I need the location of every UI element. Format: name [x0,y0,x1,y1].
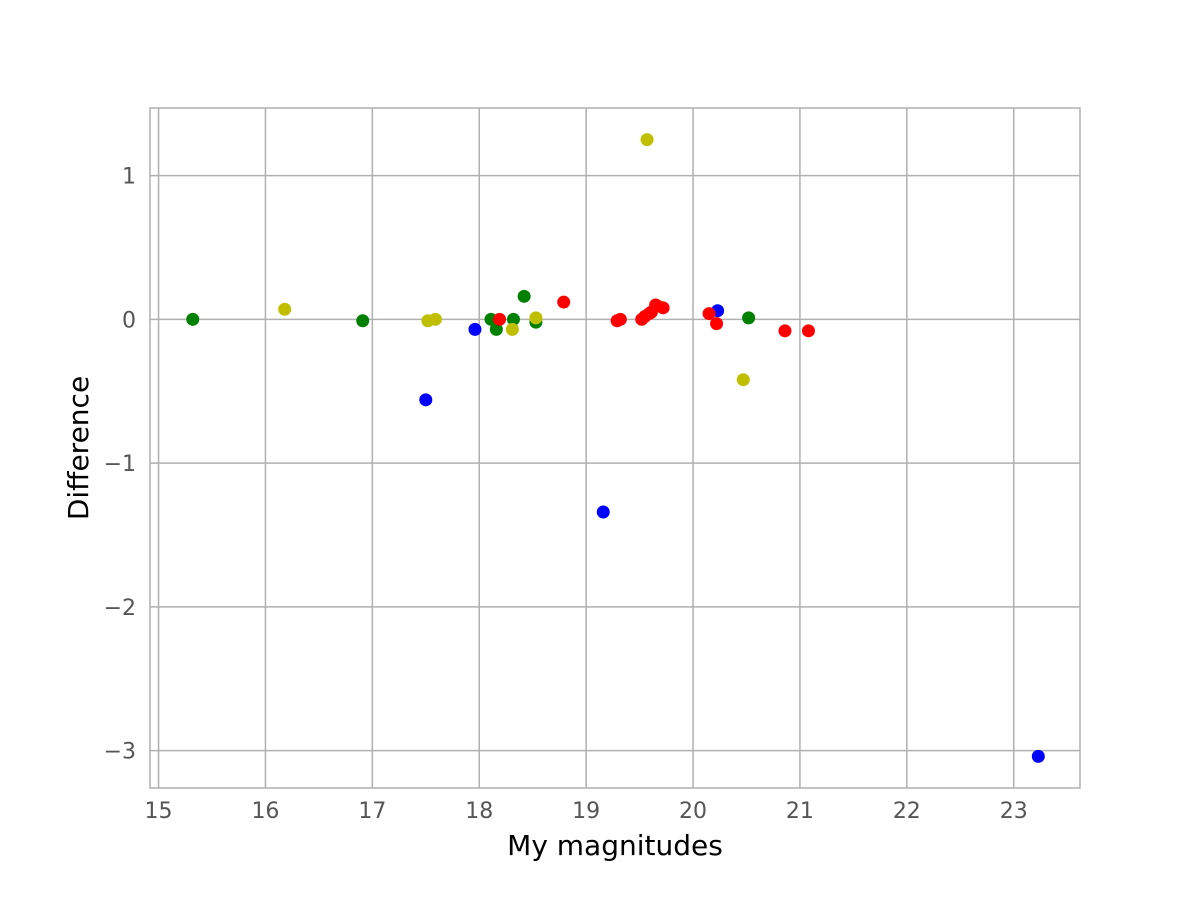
x-tick-label: 18 [465,799,493,824]
data-point-series-2 [517,289,531,303]
y-tick-label: −1 [104,452,136,477]
x-tick-label: 23 [1000,799,1028,824]
data-point-series-4 [710,317,724,331]
data-point-series-1 [419,393,433,407]
data-point-series-2 [506,312,520,326]
y-axis-label: Difference [62,376,95,520]
data-point-series-3 [736,373,750,387]
x-tick-label: 16 [251,799,279,824]
x-tick-label: 19 [572,799,600,824]
data-point-series-2 [742,311,756,325]
x-tick-label: 15 [145,799,173,824]
y-tick-label: 1 [122,165,136,190]
data-point-series-4 [656,301,670,315]
x-tick-label: 17 [358,799,386,824]
x-tick-label: 22 [893,799,921,824]
data-point-series-3 [640,133,654,147]
data-point-series-4 [557,295,571,309]
x-axis-label: My magnitudes [507,829,723,862]
plot-area [150,108,1080,788]
data-point-series-4 [493,312,507,326]
data-points [186,133,1045,763]
y-tick-label: −2 [104,596,136,621]
data-point-series-4 [801,324,815,338]
data-point-series-1 [468,322,482,336]
data-point-series-3 [505,322,519,336]
data-point-series-3 [428,312,442,326]
data-point-series-2 [356,314,370,328]
data-point-series-4 [613,312,627,326]
plot-frame [149,107,1081,789]
data-point-series-1 [596,505,610,519]
data-point-series-1 [1031,749,1045,763]
y-tick-label: 0 [122,308,136,333]
x-tick-labels: 15 16 17 18 19 20 21 22 23 [145,799,1028,824]
data-point-series-3 [529,311,543,325]
data-point-series-2 [489,322,503,336]
x-tick-label: 21 [786,799,814,824]
data-point-series-3 [278,302,292,316]
data-point-series-2 [186,312,200,326]
data-point-series-4 [778,324,792,338]
data-point-series-4 [702,307,716,321]
y-tick-labels: 1 0 −1 −2 −3 [104,165,136,765]
y-tick-label: −3 [104,740,136,765]
x-tick-label: 20 [679,799,707,824]
